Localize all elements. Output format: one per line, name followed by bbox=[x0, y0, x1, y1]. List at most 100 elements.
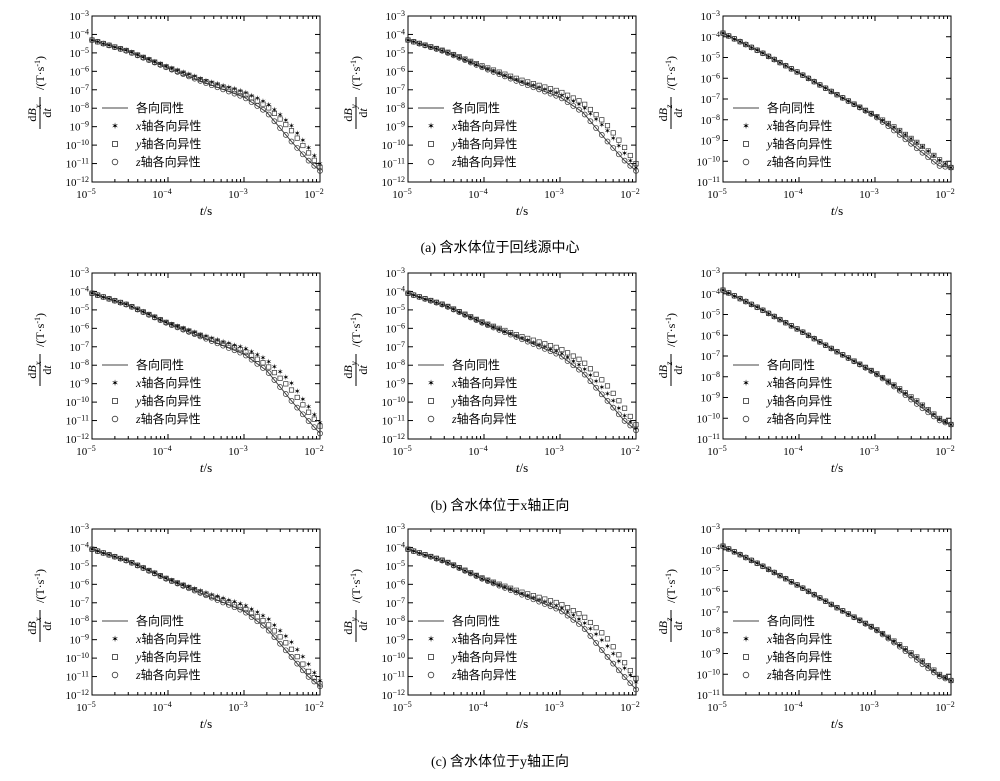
z-anisotropic-marker bbox=[300, 151, 306, 158]
z-anisotropic-marker bbox=[282, 647, 289, 654]
legend-label: 各向同性 bbox=[767, 100, 815, 115]
z-anisotropic-marker bbox=[616, 151, 622, 158]
y-anisotropic-marker bbox=[231, 344, 238, 351]
x-anisotropic-marker: ✶ bbox=[737, 295, 744, 304]
z-anisotropic-marker bbox=[794, 326, 800, 332]
z-anisotropic-marker bbox=[479, 319, 485, 326]
legend-star-symbol: ✶ bbox=[111, 634, 119, 644]
legend-label: 各向同性 bbox=[452, 357, 500, 372]
y-anisotropic-marker bbox=[570, 608, 576, 614]
x-anisotropic-marker: ✶ bbox=[100, 293, 107, 302]
x-anisotropic-marker: ✶ bbox=[948, 163, 955, 172]
z-anisotropic-marker bbox=[851, 101, 857, 108]
z-anisotropic-marker bbox=[822, 85, 829, 92]
z-anisotropic-marker bbox=[180, 71, 187, 77]
z-anisotropic-marker bbox=[771, 569, 778, 576]
legend-square-symbol bbox=[428, 141, 434, 147]
y-label-numerator: dBx bbox=[25, 617, 43, 634]
x-anisotropic-marker: ✶ bbox=[214, 336, 221, 345]
z-anisotropic-marker bbox=[490, 324, 497, 331]
z-anisotropic-marker bbox=[237, 92, 244, 99]
z-anisotropic-marker bbox=[117, 46, 124, 52]
z-anisotropic-marker bbox=[300, 411, 306, 418]
z-anisotropic-marker bbox=[427, 553, 434, 560]
z-anisotropic-marker bbox=[100, 550, 107, 556]
z-anisotropic-marker bbox=[462, 57, 468, 63]
y-anisotropic-marker bbox=[942, 161, 948, 167]
z-anisotropic-marker bbox=[89, 290, 95, 297]
x-tick-label: 10−2 bbox=[935, 187, 955, 202]
legend-circle-symbol bbox=[111, 158, 119, 166]
x-anisotropic-marker: ✶ bbox=[760, 49, 767, 58]
x-anisotropic-marker: ✶ bbox=[742, 554, 749, 563]
z-anisotropic-marker bbox=[536, 343, 542, 350]
x-anisotropic-marker: ✶ bbox=[536, 595, 543, 604]
y-label-unit: /(T·s-1) bbox=[349, 313, 364, 347]
y-tick-label: 10−4 bbox=[385, 540, 405, 555]
x-tick-label: 10−3 bbox=[228, 444, 248, 459]
z-anisotropic-marker bbox=[564, 612, 571, 619]
z-anisotropic-marker bbox=[799, 585, 806, 591]
z-anisotropic-marker bbox=[186, 585, 192, 592]
x-anisotropic-marker: ✶ bbox=[633, 424, 640, 433]
z-anisotropic-marker bbox=[530, 596, 537, 603]
x-anisotropic-marker: ✶ bbox=[317, 160, 324, 169]
y-anisotropic-marker bbox=[582, 101, 588, 107]
z-anisotropic-marker bbox=[737, 295, 743, 302]
legend-square-symbol bbox=[743, 398, 749, 404]
y-anisotropic-marker bbox=[582, 360, 588, 366]
z-anisotropic-marker bbox=[220, 342, 226, 349]
z-anisotropic-marker bbox=[473, 573, 480, 579]
x-anisotropic-marker: ✶ bbox=[811, 335, 818, 344]
z-anisotropic-marker bbox=[243, 95, 249, 102]
x-anisotropic-marker: ✶ bbox=[828, 344, 835, 353]
x-anisotropic-marker: ✶ bbox=[610, 649, 617, 658]
legend-label: y轴各向异性 bbox=[451, 136, 517, 151]
y-anisotropic-marker bbox=[919, 143, 926, 150]
x-anisotropic-marker: ✶ bbox=[288, 638, 295, 647]
z-anisotropic-marker bbox=[416, 550, 423, 556]
z-anisotropic-marker bbox=[300, 667, 306, 674]
legend: 各向同性 ✶ x轴各向异性 y轴各向异性 z轴各向异性 bbox=[418, 613, 517, 682]
y-tick-label: 10−8 bbox=[69, 101, 89, 116]
z-anisotropic-marker bbox=[731, 35, 738, 42]
z-anisotropic-marker bbox=[598, 131, 605, 138]
y-tick-label: 10−10 bbox=[696, 667, 720, 682]
legend-circle-symbol bbox=[427, 671, 435, 679]
y-label-denominator: dt bbox=[40, 621, 54, 631]
y-tick-label: 10−9 bbox=[69, 632, 89, 647]
z-anisotropic-marker bbox=[490, 580, 497, 587]
z-anisotropic-marker bbox=[94, 38, 101, 45]
z-anisotropic-marker bbox=[754, 560, 761, 567]
y-tick-label: 10−5 bbox=[385, 45, 405, 60]
y-label-denominator: dt bbox=[356, 365, 370, 375]
z-anisotropic-marker bbox=[874, 371, 880, 378]
x-anisotropic-marker: ✶ bbox=[621, 411, 628, 420]
panel-c-z: 10−5 10−4 10−3 10−2 10−11 10−10 10−9 10−8 10−7 10… bbox=[656, 522, 955, 732]
y-anisotropic-marker bbox=[599, 377, 605, 383]
y-anisotropic-marker bbox=[885, 120, 891, 127]
z-anisotropic-marker bbox=[559, 353, 565, 360]
y-label-denominator: dt bbox=[40, 108, 54, 118]
x-anisotropic-marker: ✶ bbox=[422, 551, 429, 560]
z-anisotropic-marker bbox=[163, 319, 169, 326]
y-anisotropic-marker bbox=[283, 640, 289, 646]
y-anisotropic-marker bbox=[914, 654, 920, 660]
x-tick-label: 10−2 bbox=[304, 700, 324, 715]
y-anisotropic-marker bbox=[513, 332, 519, 338]
x-anisotropic-marker: ✶ bbox=[817, 338, 824, 347]
z-anisotropic-marker bbox=[913, 657, 920, 663]
y-anisotropic-marker bbox=[536, 594, 542, 600]
y-anisotropic-marker bbox=[610, 390, 616, 396]
x-anisotropic-marker: ✶ bbox=[570, 611, 577, 620]
z-anisotropic-marker bbox=[720, 287, 726, 293]
legend-circle-symbol bbox=[111, 671, 119, 679]
z-anisotropic-marker bbox=[123, 301, 130, 308]
y-tick-label: 10−10 bbox=[381, 395, 405, 410]
x-anisotropic-marker: ✶ bbox=[467, 313, 474, 322]
x-anisotropic-marker: ✶ bbox=[720, 542, 727, 551]
x-anisotropic-marker: ✶ bbox=[231, 598, 238, 607]
x-anisotropic-marker: ✶ bbox=[874, 626, 881, 635]
x-anisotropic-marker: ✶ bbox=[621, 149, 628, 158]
z-anisotropic-marker bbox=[225, 345, 232, 351]
